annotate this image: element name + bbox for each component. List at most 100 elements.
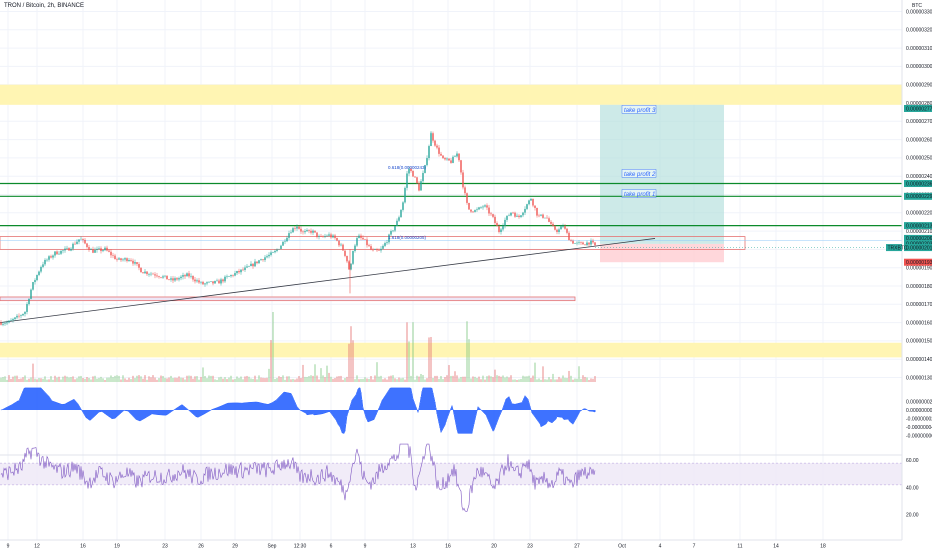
trendline[interactable] [0, 238, 656, 324]
candle-body [510, 212, 512, 216]
volume-bar [410, 375, 412, 382]
target-area[interactable] [600, 104, 724, 244]
volume-bar [44, 376, 46, 382]
candle-body [104, 247, 106, 251]
horizontal-lines[interactable] [0, 182, 902, 227]
volume-bar [162, 375, 164, 382]
volume-bar [452, 375, 454, 382]
candle-body [434, 140, 436, 146]
candle-body [282, 241, 284, 246]
ascending-trendline[interactable] [0, 238, 656, 324]
candle-body [114, 255, 116, 260]
candle-body [202, 281, 204, 285]
price-tick-label: 0.00000180 [906, 284, 932, 290]
candle-body [164, 275, 166, 277]
time-tick-label: 9 [7, 544, 10, 550]
candle-body [88, 247, 90, 250]
volume-bar [96, 378, 98, 382]
volume-bar [320, 368, 322, 382]
price-badge-label: 0.00000277 [906, 106, 932, 112]
volume-bar [228, 377, 230, 382]
take-profit-label: take profit 1 [624, 192, 655, 198]
take-profit-box [621, 189, 657, 198]
volume-bar [178, 376, 180, 382]
stop-area[interactable] [600, 243, 724, 263]
candle-body [82, 238, 84, 240]
candle-body [350, 263, 352, 270]
volume-bar [116, 375, 118, 382]
candle-body [406, 173, 408, 188]
candle-body [276, 249, 278, 251]
candle-body [586, 242, 588, 246]
volume-bar [388, 376, 390, 382]
time-tick-label: 4 [659, 544, 662, 550]
candle-body [454, 156, 456, 158]
volume-bar [366, 378, 368, 382]
time-tick-label: 19 [114, 544, 120, 550]
candle-body [294, 228, 296, 229]
macd-tick-label: -0.00000004 [906, 425, 932, 431]
volume-bar [168, 377, 170, 382]
price-tick-label: 0.00000170 [906, 302, 932, 308]
volume-bar [36, 379, 38, 382]
candle-body [8, 320, 10, 323]
candle-body [484, 205, 486, 207]
candle-body [462, 172, 464, 188]
volume-bar [544, 379, 546, 382]
time-tick-label: 16 [445, 544, 451, 550]
candle-body [218, 280, 220, 284]
candle-body [190, 275, 192, 277]
long-position-tool[interactable] [600, 104, 724, 263]
volume-bar [174, 377, 176, 382]
volume-bar [220, 376, 222, 382]
price-tick-label: 0.00000310 [906, 46, 932, 52]
volume-bar [202, 367, 204, 382]
volume-bar [556, 379, 558, 382]
volume-bar [252, 378, 254, 382]
volume-bar [482, 375, 484, 382]
candle-body [558, 229, 560, 233]
candle-body [384, 243, 386, 246]
volume-bar [430, 336, 432, 382]
candle-body [338, 240, 340, 246]
candle-body [580, 242, 582, 243]
candle-body [332, 235, 334, 238]
volume-bar [160, 375, 162, 382]
candle-body [36, 274, 38, 281]
macd-tick-label: -0.00000006 [906, 433, 932, 439]
volume-bar [458, 378, 460, 382]
price-tick-label: 0.00000300 [906, 64, 932, 70]
candle-body [370, 246, 372, 250]
supply-zone [0, 84, 902, 105]
volume-bar [368, 378, 370, 382]
candle-body [158, 276, 160, 278]
volume-bar [64, 375, 66, 382]
candle-body [314, 230, 316, 233]
volume-bar [170, 375, 172, 382]
volume-bar [404, 379, 406, 382]
volume-bar [120, 379, 122, 382]
volume-bar [502, 375, 504, 382]
volume-bar [0, 377, 2, 382]
volume-bars [0, 312, 596, 382]
candle-body [266, 256, 268, 258]
candle-body [504, 219, 506, 226]
volume-bar [516, 379, 518, 382]
candle-body [144, 271, 146, 274]
candle-body [308, 230, 310, 231]
volume-bar [136, 375, 138, 382]
volume-bar [504, 377, 506, 382]
symbol-title[interactable]: TRON / Bitcoin, 2h, BINANCE [4, 3, 85, 9]
candle-body [524, 208, 526, 213]
volume-bar [364, 377, 366, 382]
candle-body [556, 229, 558, 233]
candle-body [386, 242, 388, 244]
candle-body [182, 275, 184, 277]
candle-body [284, 241, 286, 242]
volume-bar [470, 378, 472, 382]
volume-bar [306, 376, 308, 382]
volume-bar [446, 375, 448, 382]
volume-bar [454, 371, 456, 382]
